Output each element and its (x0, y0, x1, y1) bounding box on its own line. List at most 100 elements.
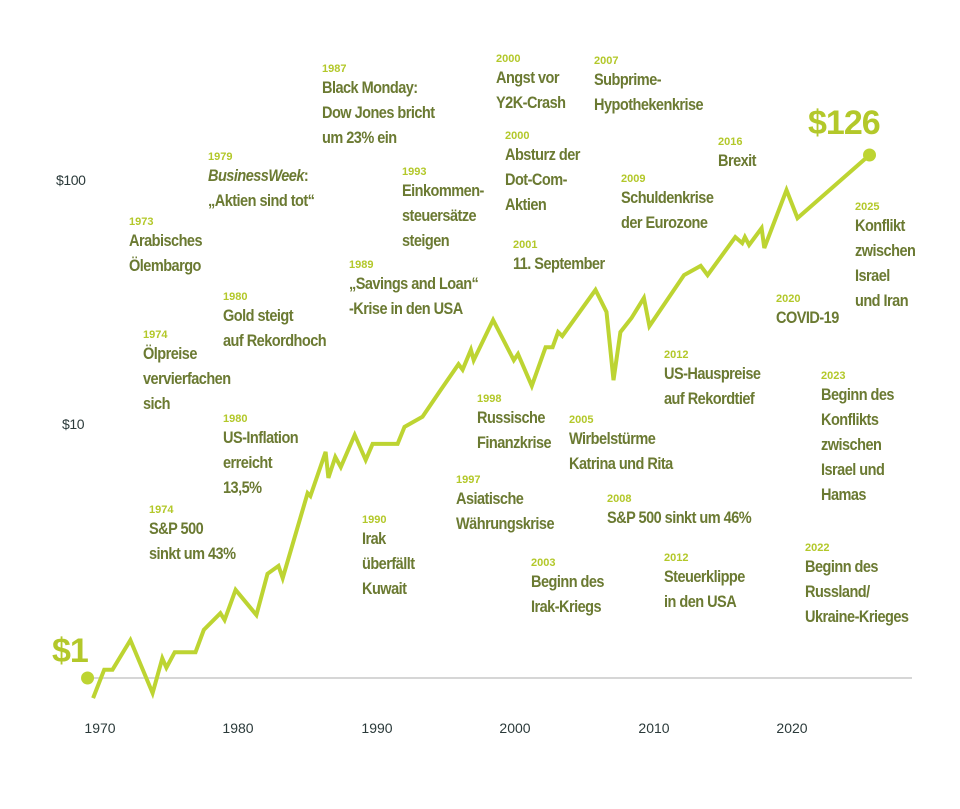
event-text: erreicht (223, 454, 273, 472)
event-year: 2000 (496, 53, 521, 65)
event-text: auf Rekordhoch (223, 332, 327, 350)
y-tick-label-10: $10 (62, 416, 85, 432)
event-year: 2012 (664, 349, 689, 361)
event-year: 2007 (594, 55, 619, 67)
event-text: vervierfachen (143, 370, 231, 388)
event-year: 1974 (149, 504, 174, 516)
event-annotation: 2012 US-Hauspreise auf Rekordtief (664, 348, 774, 412)
series-line (91, 153, 871, 700)
event-year: 2009 (621, 173, 646, 185)
event-annotation: 2007 Subprime- Hypothekenkrise (594, 54, 718, 118)
event-text: COVID-19 (776, 309, 839, 327)
event-year: 2000 (505, 130, 530, 142)
event-text: sinkt um 43% (149, 545, 236, 563)
event-annotation: 2005 Wirbelstürme Katrina und Rita (569, 413, 687, 477)
event-text: Y2K-Crash (496, 94, 566, 112)
event-text: Hypothekenkrise (594, 96, 704, 114)
event-annotation: 1974 S&P 500 sinkt um 43% (149, 503, 247, 567)
event-text: Angst vor (496, 69, 560, 87)
event-annotation: 2016 Brexit (718, 135, 761, 174)
event-year: 2016 (718, 136, 743, 148)
event-text: Absturz der (505, 146, 580, 164)
event-text: S&P 500 (149, 520, 204, 538)
event-text: in den USA (664, 593, 737, 611)
event-text: 13,5% (223, 479, 262, 497)
event-annotation: 1979 BusinessWeek: „Aktien sind tot“ (208, 150, 329, 214)
event-annotation: 2001 11. September (513, 238, 617, 277)
event-text: Ölpreise (143, 345, 197, 363)
event-year: 1987 (322, 63, 347, 75)
event-annotation: 1998 Russische Finanzkrise (477, 392, 561, 456)
event-text: Israel (855, 267, 890, 285)
event-text: zwischen (855, 242, 916, 260)
event-year: 1993 (402, 166, 427, 178)
event-year: 2025 (855, 201, 880, 213)
event-text: steigen (402, 232, 450, 250)
event-year: 2022 (805, 542, 830, 554)
event-text: „Savings and Loan“ (349, 275, 479, 293)
event-text: steuersätze (402, 207, 477, 225)
event-text: Kuwait (362, 580, 407, 598)
x-tick-label: 1970 (84, 720, 116, 736)
x-tick-label: 2010 (638, 720, 670, 736)
event-year: 1980 (223, 413, 248, 425)
event-text: Währungskrise (456, 515, 555, 533)
event-text: Einkommen- (402, 182, 484, 200)
event-year: 2001 (513, 239, 538, 251)
event-text: Katrina und Rita (569, 455, 673, 473)
event-annotation: 2025 Konflikt zwischen Israel und Iran (855, 200, 924, 314)
event-text: der Eurozone (621, 214, 708, 232)
event-annotation: 2012 Steuerklippe in den USA (664, 551, 756, 615)
event-year: 1989 (349, 259, 374, 271)
event-year: 2023 (821, 370, 846, 382)
event-text: Schuldenkrise (621, 189, 714, 207)
event-text: Steuerklippe (664, 568, 745, 586)
event-text: 11. September (513, 255, 605, 273)
event-text: Irak-Kriegs (531, 598, 602, 616)
event-text: Konflikt (855, 217, 905, 235)
start-value-label: $1 (52, 632, 89, 670)
event-text: sich (143, 395, 170, 413)
event-text: US-Inflation (223, 429, 299, 447)
x-tick-label: 1980 (222, 720, 254, 736)
publication-name: BusinessWeek (208, 167, 304, 185)
event-year: 1980 (223, 291, 248, 303)
event-text: Arabisches (129, 232, 203, 250)
event-annotation: 1987 Black Monday: Dow Jones bricht um 23% … (322, 62, 450, 151)
event-text: Ukraine-Krieges (805, 608, 909, 626)
event-year: 2020 (776, 293, 801, 305)
event-year: 1990 (362, 514, 387, 526)
event-annotation: 1980 Gold steigt auf Rekordhoch (223, 290, 340, 354)
event-text: Irak (362, 530, 386, 548)
event-annotation: 2000 Absturz der Dot-Com- Aktien (505, 129, 590, 218)
event-text: Asiatische (456, 490, 524, 508)
event-text: Konflikts (821, 411, 879, 429)
event-annotation: 1989 „Savings and Loan“ -Krise in den USA (349, 258, 496, 322)
event-year: 2012 (664, 552, 689, 564)
event-text: Russland/ (805, 583, 870, 601)
event-text: -Krise in den USA (349, 300, 463, 318)
event-text: Israel und (821, 461, 885, 479)
event-text: überfällt (362, 555, 415, 573)
event-annotation: 2000 Angst vor Y2K-Crash (496, 52, 575, 116)
end-value-label: $126 (808, 104, 881, 142)
event-text: Dow Jones bricht (322, 104, 435, 122)
event-annotation: 2009 Schuldenkrise der Eurozone (621, 172, 726, 236)
event-annotation: 2003 Beginn des Irak-Kriegs (531, 556, 614, 620)
event-year: 1998 (477, 393, 502, 405)
event-year: 2005 (569, 414, 594, 426)
event-text: Ölembargo (129, 257, 201, 275)
event-annotation: 2022 Beginn des Russland/Ukraine-Krieges (805, 541, 923, 630)
event-text: um 23% ein (322, 129, 397, 147)
event-text: Beginn des (531, 573, 605, 591)
y-tick-label-100: $100 (56, 172, 86, 188)
event-text: S&P 500 sinkt um 46% (607, 509, 752, 527)
event-text: Brexit (718, 152, 757, 170)
event-year: 1974 (143, 329, 168, 341)
event-annotation: 1990 Irak überfällt Kuwait (362, 513, 422, 602)
event-text: Subprime- (594, 71, 662, 89)
event-annotation: 1980 US-Inflation erreicht 13,5% (223, 412, 308, 501)
event-text: BusinessWeek: (208, 167, 309, 185)
x-tick-label: 2020 (776, 720, 808, 736)
event-text: Russische (477, 409, 545, 427)
